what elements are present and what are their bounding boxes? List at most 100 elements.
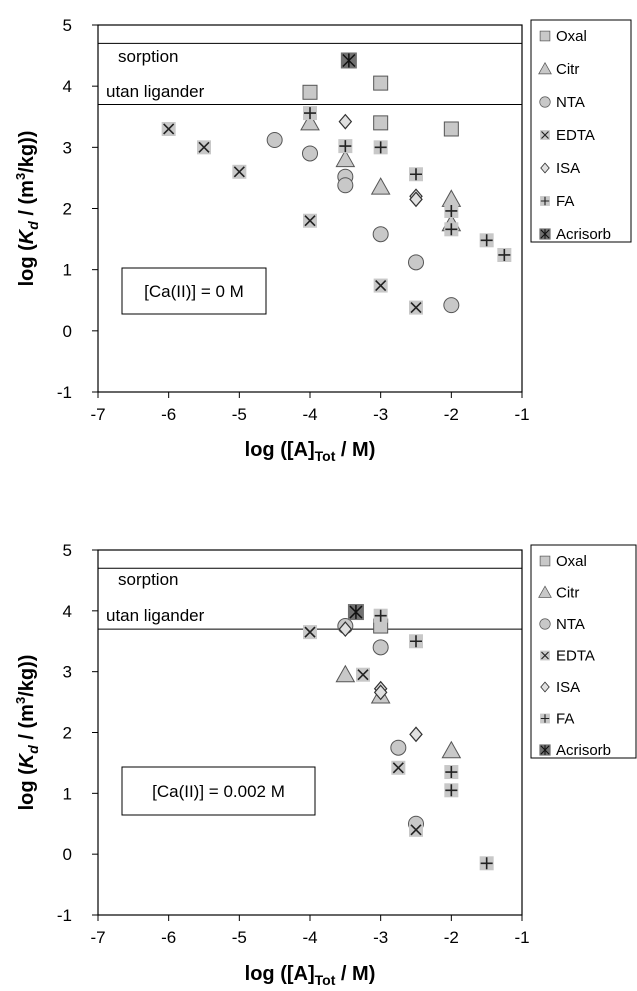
legend-label: Citr [556, 61, 579, 78]
x-tick-label: -3 [373, 405, 388, 424]
legend-marker-isa [540, 681, 550, 693]
x-axis-title-subscript: Tot [315, 448, 336, 464]
data-point-oxal [373, 75, 389, 91]
y-axis-title-superscript: 3 [13, 173, 28, 180]
series-nta [337, 618, 424, 832]
data-point-fa [410, 168, 422, 181]
legend-marker-isa [540, 162, 550, 174]
chart-panel-2: sorption utan ligander -7 -6 -5 -4 -3 -2 -1 -1 0 1 2… [13, 541, 637, 988]
legend-label: EDTA [556, 127, 595, 144]
legend-marker-fa [540, 196, 550, 206]
data-point-oxal [443, 121, 459, 137]
annotation-box [121, 267, 267, 315]
legend-marker-citr [538, 61, 552, 75]
data-point-nta [266, 131, 283, 148]
series-fa [373, 608, 494, 871]
y-axis-title: log (Kd / (m3/kg)) [13, 655, 41, 811]
data-point-fa [410, 635, 422, 648]
legend-item-isa: ISA [540, 160, 580, 177]
legend-item-edta: EDTA [540, 648, 595, 665]
data-point-fa [445, 204, 458, 217]
x-tick-label: -7 [90, 405, 105, 424]
legend-label: FA [556, 711, 574, 728]
y-axis-title-subscript: d [25, 745, 41, 754]
legend-item-edta: EDTA [540, 127, 595, 144]
y-tick-label: 4 [63, 77, 72, 96]
data-point-citr [370, 177, 391, 195]
x-axis-title-main: log ([A] [245, 439, 315, 461]
y-tick-label: 4 [63, 602, 72, 621]
legend-marker [540, 162, 550, 174]
data-point-edta [233, 166, 245, 178]
y-axis-title-main: log ( [16, 244, 38, 287]
band-label-1: sorption [118, 47, 178, 66]
legend-item-oxal: Oxal [539, 28, 587, 45]
legend-item-fa: FA [540, 193, 574, 210]
y-tick-label: 1 [63, 261, 72, 280]
data-point-edta [357, 669, 369, 681]
legend-marker [538, 61, 552, 75]
x-axis-title-end: / M) [335, 963, 375, 985]
legend-marker-oxal [539, 555, 551, 567]
series-edta [161, 121, 423, 315]
legend-label: Acrisorb [556, 742, 611, 759]
data-point-edta [392, 762, 404, 774]
legend-marker [539, 744, 551, 756]
series-isa [338, 113, 423, 208]
x-tick-label: -2 [444, 928, 459, 947]
x-tick-label: -5 [232, 928, 247, 947]
data-point-isa [338, 621, 353, 638]
data-point-citr [300, 112, 320, 131]
legend-marker [539, 555, 551, 567]
data-point-fa [445, 223, 458, 236]
y-tick-label: 0 [63, 845, 72, 864]
legend-marker-oxal [539, 30, 551, 42]
y-axis-title-unit: / (m [16, 704, 38, 745]
data-point-edta [410, 824, 422, 836]
legend-label: NTA [556, 616, 585, 633]
data-point-nta [372, 226, 389, 243]
plot-frame [97, 549, 523, 916]
data-point-fa [445, 784, 458, 797]
y-axis-title-unit: / (m [16, 180, 38, 221]
x-axis-title: log ([A]Tot / M) [245, 439, 376, 464]
data-point-oxal [302, 84, 318, 100]
legend-marker [540, 681, 550, 693]
x-tick-label: -5 [232, 405, 247, 424]
legend-label: Oxal [556, 553, 587, 570]
band-label-2: utan ligander [106, 606, 205, 625]
legend-marker [539, 228, 551, 240]
data-point-acrisorb [342, 53, 356, 68]
x-axis-title-main: log ([A] [245, 963, 315, 985]
legend-marker-acrisorb [540, 745, 550, 755]
data-point-fa [374, 609, 387, 622]
legend-marker-acrisorb [540, 229, 550, 239]
x-tick-label: -6 [161, 928, 176, 947]
data-point-nta [390, 739, 407, 756]
legend-marker-edta [541, 131, 549, 139]
data-point-fa [445, 766, 458, 779]
y-axis-title: log (Kd / (m3/kg)) [13, 131, 41, 287]
annotation-text: [Ca(II)] = 0 M [144, 282, 244, 301]
band-label-2: utan ligander [106, 82, 205, 101]
y-tick-label: 1 [63, 784, 72, 803]
data-point-acrisorb [349, 605, 363, 620]
legend-item-acrisorb: Acrisorb [539, 742, 611, 759]
legend-item-nta: NTA [539, 616, 585, 633]
legend-item-citr: Citr [538, 61, 579, 78]
legend-label: Acrisorb [556, 226, 611, 243]
legend-marker [540, 713, 550, 724]
y-axis-title-k: K [16, 228, 38, 244]
data-point-oxal [373, 115, 389, 131]
legend-item-citr: Citr [538, 585, 579, 602]
data-point-isa [373, 684, 388, 701]
legend-label: ISA [556, 679, 580, 696]
annotation-text: [Ca(II)] = 0.002 M [152, 782, 285, 801]
legend-item-oxal: Oxal [539, 553, 587, 570]
data-point-fa [339, 140, 352, 153]
data-point-nta [302, 145, 318, 162]
data-point-citr [335, 664, 356, 683]
series-fa [303, 106, 512, 262]
y-tick-label: -1 [57, 906, 72, 925]
